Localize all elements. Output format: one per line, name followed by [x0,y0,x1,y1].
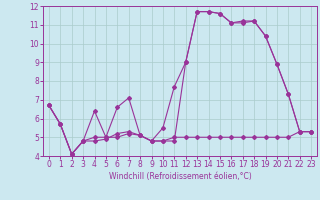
X-axis label: Windchill (Refroidissement éolien,°C): Windchill (Refroidissement éolien,°C) [108,172,252,181]
